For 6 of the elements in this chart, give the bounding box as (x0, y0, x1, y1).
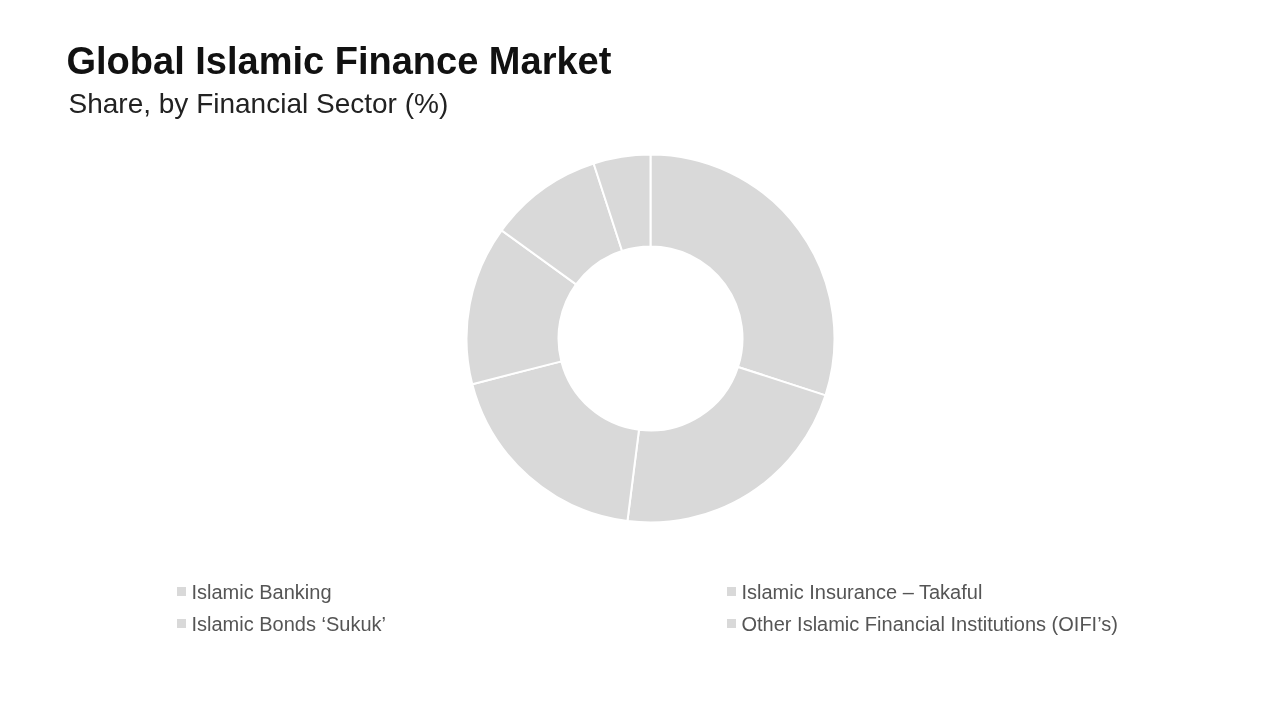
legend-label: Islamic Insurance – Takaful (741, 580, 983, 603)
chart-subtitle: Share, by Financial Sector (%) (68, 88, 449, 119)
chart-title: Global Islamic Finance Market (66, 39, 612, 82)
legend-label: Islamic Banking (191, 580, 332, 603)
legend-label: Other Islamic Financial Institutions (OIFI’s) (741, 612, 1118, 635)
legend-label: Islamic Bonds ‘Sukuk’ (191, 612, 387, 635)
